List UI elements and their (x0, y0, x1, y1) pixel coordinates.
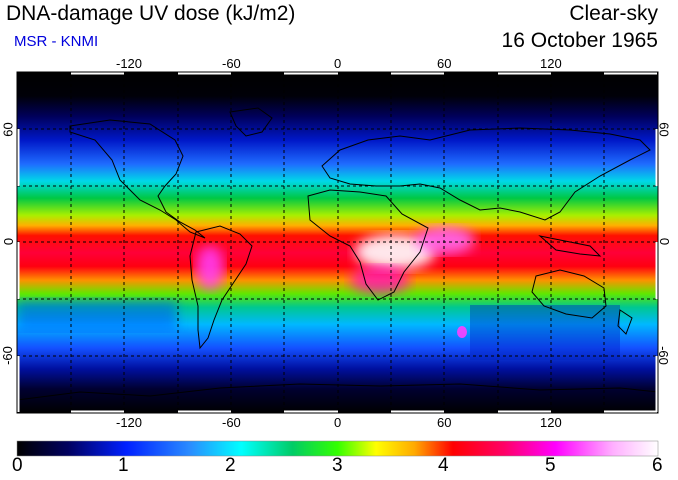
colorbar-frame (16, 440, 659, 457)
lon-label-bottom: -60 (222, 415, 241, 430)
graticule (17, 72, 658, 413)
colorbar-tick-label: 6 (652, 455, 663, 476)
southern-africa-high (350, 266, 410, 294)
antarctica-coast (17, 383, 658, 401)
lat-label-left: -60 (0, 346, 15, 365)
andes-hotspot (196, 246, 224, 290)
lon-label-bottom: 0 (334, 415, 342, 430)
lat-label-right: -60 (655, 346, 671, 365)
lon-label-bottom: -120 (116, 415, 143, 430)
south-america-coast (189, 225, 253, 350)
coastlines (17, 107, 658, 401)
colorbar-tick-label: 5 (545, 455, 556, 476)
date-label: 16 October 1965 (501, 29, 658, 52)
source-label: MSR - KNMI (14, 33, 99, 50)
lon-label-top: -120 (116, 56, 143, 71)
uv-hotspots (17, 226, 620, 360)
lat-label-right: 60 (656, 122, 672, 137)
lon-label-top: -60 (222, 56, 241, 71)
map-title: DNA-damage UV dose (kJ/m2) (6, 2, 296, 25)
lat-label-right: 0 (657, 237, 673, 246)
indonesia-coast (538, 235, 602, 257)
island-spot (457, 326, 467, 338)
africa-peak (355, 234, 435, 270)
south-pacific-dip (17, 300, 177, 330)
map-frame (16, 71, 659, 414)
australia-coast (531, 269, 607, 319)
colorbar (17, 441, 658, 456)
indian-ocean-block (470, 305, 620, 360)
colorbar-tick-label: 3 (332, 455, 343, 476)
sky-condition-label: Clear-sky (569, 2, 658, 25)
frame-ticks (16, 71, 659, 414)
eurasia-coast (321, 127, 651, 221)
colorbar-tick-label: 2 (225, 455, 236, 476)
east-africa-high (415, 226, 475, 254)
colorbar-tick-label: 0 (12, 455, 23, 476)
lon-label-top: 0 (334, 56, 342, 71)
lon-label-bottom: 60 (437, 415, 452, 430)
lat-label-left: 0 (1, 237, 17, 246)
lon-label-bottom: 120 (540, 415, 562, 430)
africa-coast (307, 189, 429, 301)
greenland-coast (229, 107, 273, 137)
colorbar-tick-label: 1 (118, 455, 129, 476)
new-zealand-coast (617, 309, 633, 335)
lat-label-left: 60 (0, 122, 16, 137)
lon-label-top: 120 (540, 56, 562, 71)
lon-label-top: 60 (437, 56, 452, 71)
colorbar-tick-label: 4 (438, 455, 449, 476)
